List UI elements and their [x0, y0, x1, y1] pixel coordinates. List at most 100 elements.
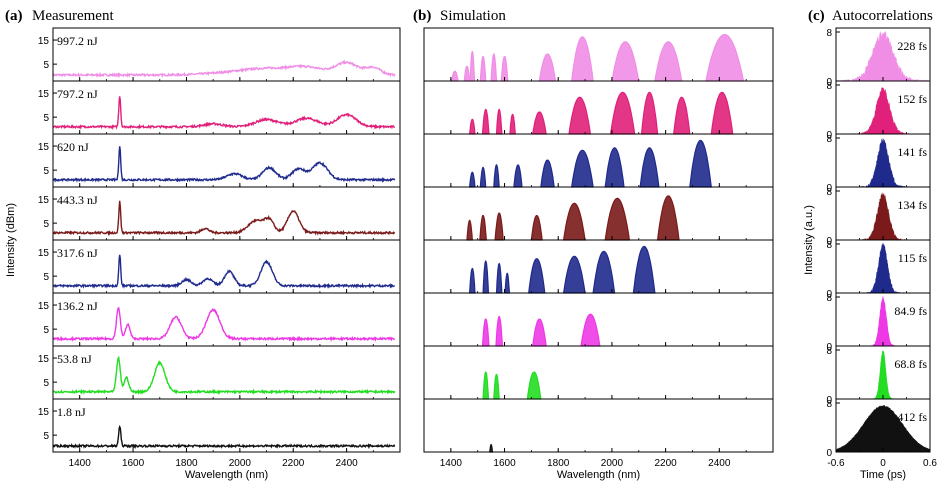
panel-a-energy-label: 53.8 nJ: [57, 352, 92, 366]
panel-b-simulation-lobe: [571, 149, 594, 188]
panel-c-duration-label: 412 fs: [897, 410, 927, 424]
panel-a-ytick-label: 5: [43, 378, 49, 389]
panel-c-ytick-label: 0: [826, 448, 832, 459]
panel-b-header: (b) Simulation: [413, 8, 506, 24]
panel-b-simulation-lobe: [468, 171, 476, 188]
panel-b-frame: [423, 345, 774, 400]
panel-b-simulation-lobe: [493, 164, 500, 188]
panel-b-simulation-lobe: [562, 202, 586, 241]
panel-a-x-tick-label: 2200: [282, 458, 305, 469]
panel-b-simulation-lobe: [571, 36, 594, 82]
panel-b-simulation-lobe: [540, 159, 555, 188]
panel-a-row: 5 15 136.2 nJ: [38, 292, 401, 347]
panel-b-simulation-lobe: [463, 65, 471, 82]
panel-c-ytick-label: 8: [826, 134, 832, 145]
panel-b-row: [423, 186, 774, 241]
panel-a-spectrum-line: [52, 200, 396, 237]
panel-b-simulation-lobe: [466, 219, 473, 241]
panel-b-simulation-lobe: [538, 53, 557, 82]
panel-b-simulation-lobe: [632, 245, 656, 294]
panel-a-energy-label: 136.2 nJ: [57, 299, 98, 313]
panel-b-letter: (b): [413, 8, 431, 24]
panel-c-ytick-label: 8: [826, 187, 832, 198]
panel-c-ytick-label: 0: [826, 342, 832, 353]
panel-a-x-tick-label: 2000: [229, 458, 252, 469]
panel-a-x-tick-label: 1400: [69, 458, 92, 469]
panel-b-simulation-lobe: [639, 147, 660, 188]
panel-b-simulation-lobe: [526, 371, 542, 400]
panel-b-simulation-lobe: [495, 315, 504, 347]
panel-b-simulation-lobe: [611, 41, 640, 82]
panel-b-simulation-lobe: [450, 70, 459, 82]
panel-b-simulation-lobe: [500, 55, 509, 82]
panel-b-x-tick-label: 1800: [547, 458, 570, 469]
panel-c-ytick-label: 8: [826, 346, 832, 357]
panel-b-simulation-lobe: [479, 166, 487, 188]
panel-b-row: [423, 80, 774, 135]
panel-a-header: (a) Measurement: [5, 8, 114, 24]
panel-b-simulation-lobe: [509, 113, 516, 135]
panel-b-frame: [423, 186, 774, 241]
panel-a-row: 5 15 53.8 nJ: [38, 345, 401, 400]
panel-a-letter: (a): [5, 8, 23, 24]
panel-c-autocorrelation-trace: [835, 404, 931, 453]
panel-b-simulation-lobe: [479, 55, 487, 82]
panel-b-simulation-lobe: [654, 41, 683, 82]
panel-b-simulation-lobe: [495, 108, 503, 135]
panel-c-ytick-label: 0: [826, 395, 832, 406]
panel-a-xlabel: Wavelength (nm): [185, 469, 268, 481]
panel-a-row: 5 15 1.8 nJ 1400 1600 1800 2000 2200 2400: [38, 398, 401, 469]
panel-b-simulation-lobe: [513, 164, 523, 188]
panel-a-spectrum-line: [53, 355, 396, 395]
panel-b-simulation-lobe: [528, 258, 546, 294]
panel-c-duration-label: 152 fs: [897, 92, 927, 106]
panel-c-title: Autocorrelations: [832, 8, 933, 24]
panel-a-x-tick-label: 1800: [175, 458, 198, 469]
panel-b-simulation-lobe: [609, 91, 636, 135]
panel-c-ytick-label: 8: [826, 399, 832, 410]
panel-a-ytick-label: 5: [43, 431, 49, 442]
panel-a-spectrum-line: [52, 254, 396, 289]
panel-b-simulation-lobe: [495, 262, 503, 294]
panel-a-energy-label: 443.3 nJ: [57, 193, 98, 207]
panel-b-simulation-lobe: [592, 250, 616, 294]
panel-b-x-tick-label: 1400: [440, 458, 463, 469]
panel-a-ytick-label: 15: [38, 36, 50, 47]
panel-b-simulation-lobe: [468, 118, 476, 135]
panel-a-measurement: 5 15 997.2 nJ 5 15 797.2 nJ 5 15 620 nJ 5 15 443.3 …: [38, 27, 401, 469]
panel-b-frame: [423, 398, 774, 453]
panel-b-simulation-lobe: [673, 96, 691, 135]
panel-c-duration-label: 228 fs: [897, 39, 927, 53]
panel-a-title: Measurement: [32, 8, 114, 24]
panel-c-header: (c) Autocorrelations: [808, 8, 933, 24]
panel-a-energy-label: 620 nJ: [57, 140, 89, 154]
panel-b-simulation-lobe: [482, 371, 490, 400]
panel-b-simulation-lobe: [494, 212, 504, 241]
panel-b-simulation-lobe: [705, 33, 745, 82]
panel-a-x-tick-label: 2400: [335, 458, 358, 469]
panel-b-simulation-lobe: [490, 53, 498, 82]
panel-a-row: 5 15 797.2 nJ: [38, 80, 401, 135]
panel-c-duration-label: 141 fs: [897, 145, 927, 159]
panel-b-row: [423, 239, 774, 294]
panel-b-row: 1400 1600 1800 2000 2200 2400: [423, 398, 774, 469]
panel-b-simulation-lobe: [568, 96, 592, 135]
panel-a-ytick-label: 15: [38, 407, 50, 418]
panel-c-ytick-label: 0: [826, 289, 832, 300]
panel-c-row: 0 8 228 fs: [826, 27, 931, 88]
panel-c-ytick-label: 8: [826, 240, 832, 251]
panel-c-duration-label: 84.9 fs: [894, 304, 927, 318]
panel-c-x-tick-label: -0.6: [827, 458, 845, 469]
panel-a-row: 5 15 620 nJ: [38, 133, 401, 188]
panel-c-ytick-label: 8: [826, 293, 832, 304]
panel-c-ytick-label: 8: [826, 81, 832, 92]
panel-b-simulation-lobe: [504, 272, 511, 294]
panel-b-x-tick-label: 2200: [654, 458, 677, 469]
